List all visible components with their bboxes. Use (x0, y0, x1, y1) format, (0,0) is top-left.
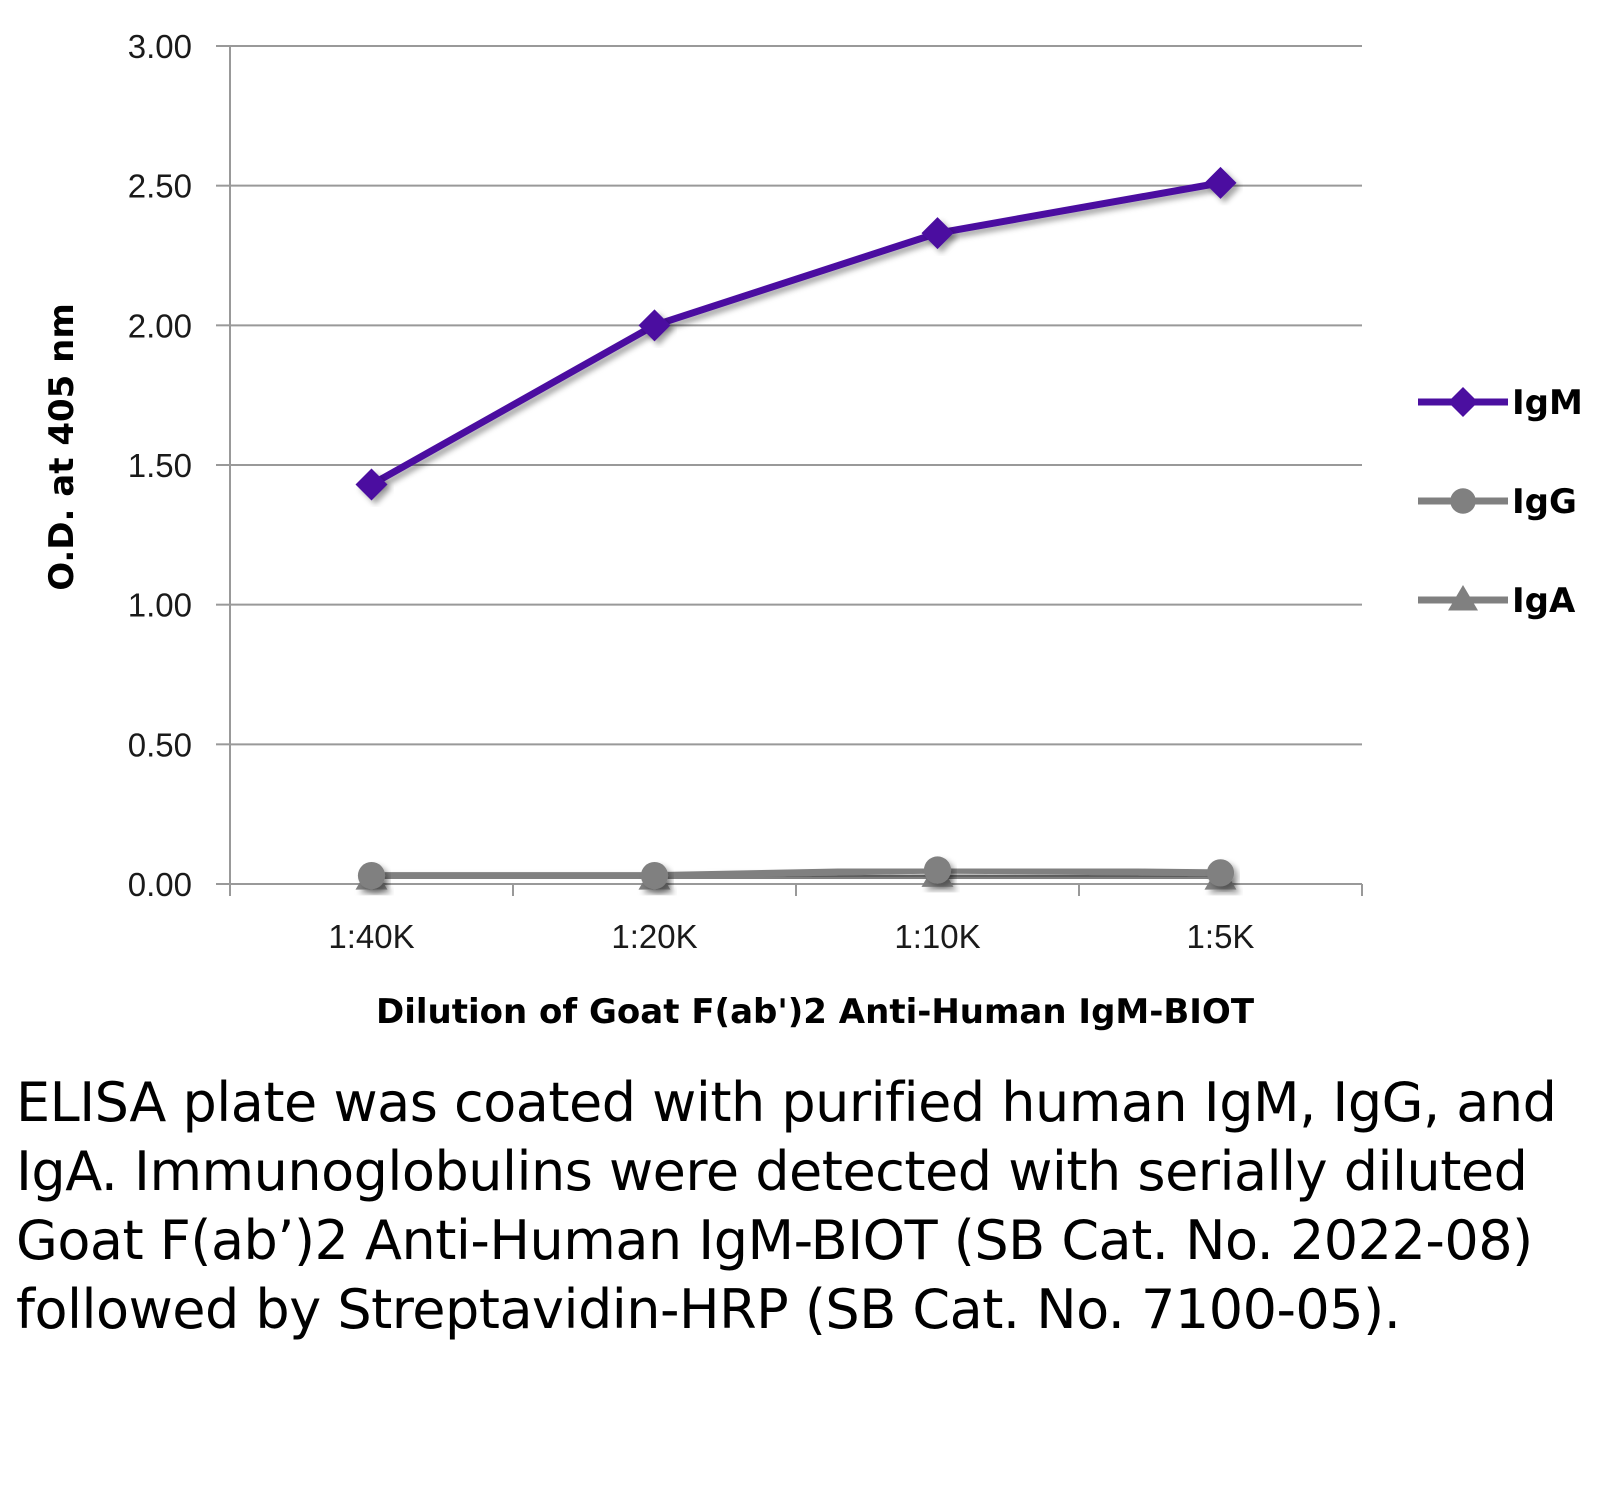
diamond-marker (1204, 166, 1237, 199)
y-axis-ticks: 0.00 0.50 1.00 1.50 2.00 2.50 3.00 (128, 28, 230, 903)
series-line (369, 179, 1222, 488)
circle-marker (923, 856, 952, 884)
legend-item-iga: IgA (1418, 581, 1576, 621)
x-axis-label: Dilution of Goat F(ab')2 Anti-Human IgM-… (376, 992, 1255, 1032)
diamond-marker (921, 217, 954, 250)
legend-label: IgM (1512, 383, 1583, 423)
legend-item-igm: IgM (1418, 383, 1583, 423)
diamond-marker (1448, 387, 1478, 417)
legend-item-igg: IgG (1418, 482, 1577, 522)
series-igm (355, 166, 1237, 501)
legend-label: IgG (1512, 482, 1577, 522)
x-tick-label: 1:10K (894, 918, 980, 955)
x-tick-label: 1:40K (328, 918, 414, 955)
triangle-marker (1448, 585, 1478, 611)
y-tick-label: 1.00 (128, 587, 192, 624)
x-tick-label: 1:20K (611, 918, 697, 955)
y-tick-label: 1.50 (128, 447, 192, 484)
diamond-marker (638, 309, 671, 342)
y-tick-label: 3.00 (128, 28, 192, 65)
y-axis-label: O.D. at 405 nm (42, 303, 82, 591)
gridlines (230, 45, 1362, 746)
series-igg (357, 856, 1235, 890)
circle-marker (1450, 488, 1476, 514)
figure-caption: ELISA plate was coated with purified hum… (16, 1071, 1557, 1341)
x-axis-ticks: 1:40K 1:20K 1:10K 1:5K (229, 884, 1363, 955)
y-tick-label: 0.00 (128, 866, 192, 903)
diamond-marker (355, 468, 388, 501)
y-tick-label: 0.50 (128, 726, 192, 763)
legend-label: IgA (1512, 581, 1576, 621)
elisa-line-chart: 0.000.501.001.502.002.503.00 1:40K 1:20K 1… (42, 28, 1583, 1032)
circle-marker (1206, 859, 1235, 887)
y-tick-label: 2.00 (128, 307, 192, 344)
y-tick-label: 2.50 (128, 168, 192, 205)
data-series (355, 166, 1237, 890)
legend: IgM IgG IgA (1418, 383, 1583, 621)
circle-marker (640, 862, 669, 890)
x-tick-label: 1:5K (1187, 918, 1255, 955)
circle-marker (357, 862, 386, 890)
series-line (371, 866, 1221, 880)
